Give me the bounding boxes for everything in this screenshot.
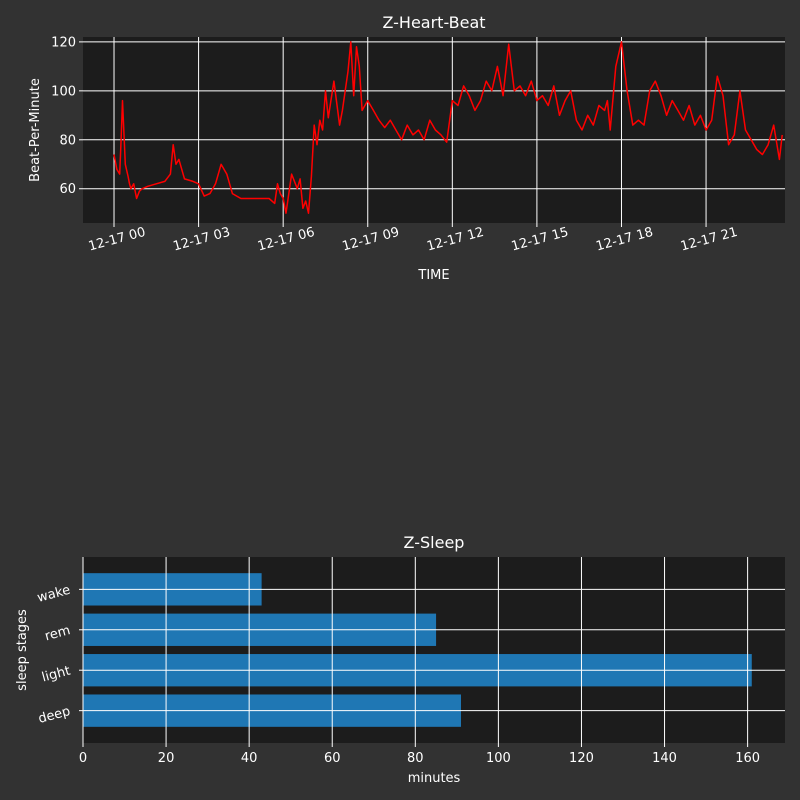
x-tick-label: 12-17 00 [87, 225, 147, 255]
sleep-x-axis-label: minutes [408, 771, 461, 786]
heart-beat-chart: 12-17 00 12-17 03 12-17 06 12-17 09 12-17 12… [28, 13, 785, 283]
sleep-chart: 0 20 40 60 80 100 120 140 160 deep light rem wake Z… [15, 533, 785, 786]
x-tick-label: 12-17 18 [594, 225, 654, 255]
x-tick-label: 100 [486, 751, 511, 766]
heart-beat-title: Z-Heart-Beat [382, 13, 485, 32]
x-tick-label: 20 [158, 751, 175, 766]
heart-beat-grid [83, 37, 785, 223]
x-tick-label: 12-17 06 [256, 225, 316, 255]
y-tick-label: wake [36, 583, 72, 606]
y-tick-label: 120 [51, 35, 76, 50]
x-tick-label: 12-17 12 [425, 225, 485, 255]
x-tick-label: 160 [735, 751, 760, 766]
x-tick-label: 140 [652, 751, 677, 766]
y-tick-label: deep [37, 704, 72, 727]
x-tick-label: 12-17 03 [172, 225, 232, 255]
x-tick-label: 120 [569, 751, 594, 766]
sleep-y-ticks: deep light rem wake [36, 583, 83, 727]
sleep-grid [82, 557, 785, 743]
x-tick-label: 12-17 21 [679, 225, 739, 255]
heart-beat-x-ticks: 12-17 00 12-17 03 12-17 06 12-17 09 12-17 12… [87, 223, 739, 254]
y-tick-label: light [40, 664, 72, 686]
y-tick-label: rem [43, 623, 72, 644]
y-tick-label: 80 [59, 133, 76, 148]
heart-beat-plot-area [83, 37, 785, 223]
x-tick-label: 12-17 15 [510, 225, 570, 255]
heart-beat-y-axis-label: Beat-Per-Minute [28, 78, 43, 182]
x-tick-label: 60 [324, 751, 341, 766]
heart-beat-series [113, 41, 783, 214]
x-tick-label: 40 [241, 751, 258, 766]
heart-beat-y-ticks: 60 80 100 120 [51, 35, 83, 197]
x-tick-label: 0 [79, 751, 87, 766]
x-tick-label: 12-17 09 [341, 225, 401, 255]
heart-beat-line [113, 41, 783, 214]
sleep-x-ticks: 0 20 40 60 80 100 120 140 160 [79, 743, 760, 766]
x-tick-label: 80 [407, 751, 424, 766]
heart-beat-x-axis-label: TIME [417, 268, 449, 283]
y-tick-label: 60 [59, 182, 76, 197]
sleep-y-axis-label: sleep stages [15, 609, 30, 691]
y-tick-label: 100 [51, 84, 76, 99]
sleep-title: Z-Sleep [404, 533, 465, 552]
